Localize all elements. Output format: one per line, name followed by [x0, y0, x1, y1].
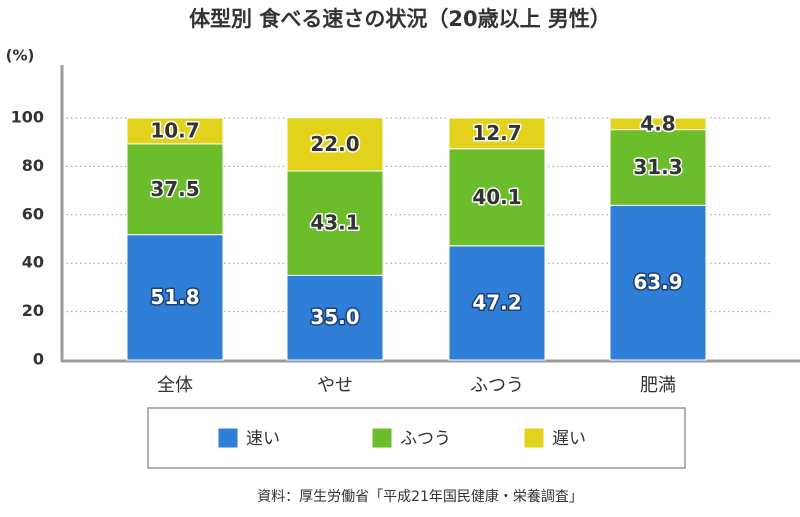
bar-segment: [448, 245, 546, 361]
bar-segment: [448, 148, 546, 247]
y-tick-label: 0: [33, 350, 44, 369]
legend-label: ふつう: [400, 429, 451, 449]
data-label: 63.9: [633, 270, 682, 294]
x-tick-label: ふつう: [470, 375, 524, 396]
bar-segment: [609, 129, 707, 206]
data-label: 12.7: [472, 121, 521, 145]
bar-segment: [286, 170, 384, 276]
legend-swatch: [371, 427, 393, 449]
x-tick-label: 全体: [157, 375, 193, 396]
legend-label: 遅い: [552, 429, 586, 449]
bar-segment: [609, 117, 707, 131]
data-label: 4.8: [640, 111, 675, 135]
data-label: 31.3: [633, 155, 682, 179]
data-label: 43.1: [310, 211, 359, 235]
bar-segment: [286, 274, 384, 361]
legend-swatch: [523, 427, 545, 449]
data-label: 35.0: [310, 305, 359, 329]
x-tick-label: やせ: [317, 375, 353, 396]
bar-segment: [126, 117, 224, 145]
legend-swatch: [217, 427, 239, 449]
data-label: 47.2: [472, 290, 521, 314]
data-label: 51.8: [150, 285, 199, 309]
data-label: 37.5: [150, 177, 199, 201]
bar-segment: [126, 143, 224, 236]
data-label: 22.0: [310, 132, 359, 156]
y-tick-label: 80: [22, 156, 44, 175]
data-label: 10.7: [150, 118, 199, 142]
y-tick-label: 60: [22, 204, 44, 223]
source-note: 資料：厚生労働省「平成21年国民健康・栄養調査」: [257, 488, 583, 505]
y-tick-label: 100: [11, 108, 44, 127]
legend-label: 速い: [246, 429, 280, 449]
y-tick-label: 40: [22, 253, 44, 272]
x-tick-label: 肥満: [640, 375, 676, 396]
data-label: 40.1: [472, 185, 521, 209]
bar-segment: [448, 117, 546, 150]
y-tick-label: 20: [22, 301, 44, 320]
y-axis-label: (%): [6, 47, 35, 65]
chart-title: 体型別 食べる速さの状況（20歳以上 男性）: [189, 7, 611, 31]
bar-segment: [609, 204, 707, 361]
bar-segment: [286, 117, 384, 172]
